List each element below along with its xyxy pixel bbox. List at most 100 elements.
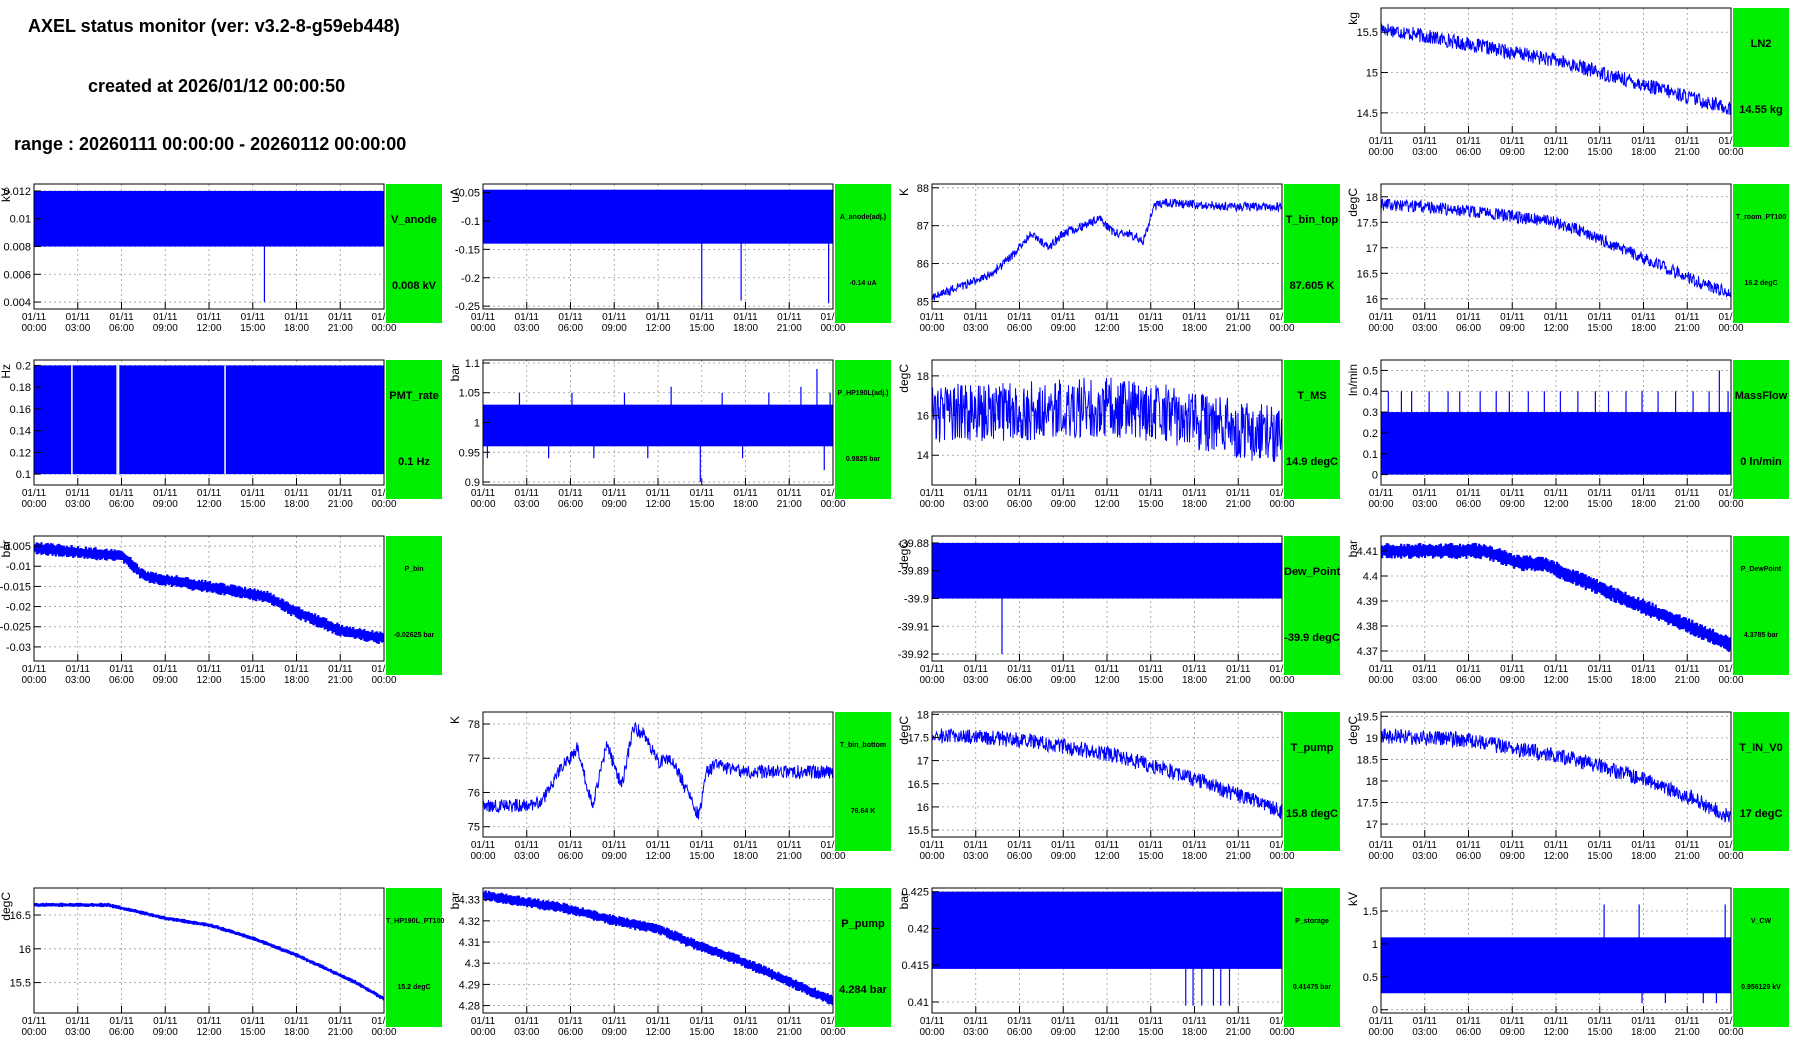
- y-tick-label: 1: [474, 418, 480, 430]
- x-tick-time: 12:00: [1543, 147, 1568, 158]
- x-tick-time: 00:00: [1368, 323, 1393, 334]
- y-tick-label: 15.5: [10, 978, 31, 990]
- data-line: [1381, 198, 1731, 299]
- chart-svg: 141618degC01/1100:0001/1103:0001/1106:00…: [898, 359, 1295, 510]
- x-tick-date: 01/12: [1718, 312, 1743, 323]
- y-tick-label: 85: [917, 296, 929, 308]
- x-tick-time: 15:00: [1587, 675, 1612, 686]
- x-tick-date: 01/11: [602, 488, 627, 499]
- chart-svg: 0.0040.0060.0080.010.012kV01/1100:0001/1…: [0, 183, 397, 334]
- y-tick-label: -0.2: [461, 273, 480, 285]
- x-tick-date: 01/11: [1095, 664, 1120, 675]
- y-axis-label: ln/min: [1347, 364, 1360, 396]
- x-tick-time: 00:00: [1269, 499, 1294, 510]
- badge-name: T_HP190L_PT100: [386, 918, 445, 925]
- data-line: [1381, 23, 1731, 115]
- x-tick-date: 01/11: [558, 312, 583, 323]
- x-tick-date: 01/11: [920, 840, 945, 851]
- x-tick-date: 01/11: [1413, 664, 1438, 675]
- x-tick-time: 03:00: [65, 675, 90, 686]
- badge-value: 0.956129 kV: [1741, 984, 1781, 991]
- y-tick-label: 1.5: [1363, 906, 1378, 918]
- x-tick-date: 01/11: [1456, 840, 1481, 851]
- x-tick-time: 15:00: [1587, 147, 1612, 158]
- data-line: [932, 377, 1282, 462]
- y-tick-label: -0.025: [0, 622, 31, 634]
- x-tick-time: 15:00: [689, 1027, 714, 1038]
- x-tick-time: 06:00: [1456, 675, 1481, 686]
- series-t_bin_top: [932, 198, 1282, 301]
- y-tick-label: -0.02: [6, 602, 31, 614]
- x-tick-date: 01/11: [920, 488, 945, 499]
- data-band: [932, 542, 1282, 599]
- x-tick-time: 00:00: [919, 675, 944, 686]
- x-tick-date: 01/11: [241, 1016, 266, 1027]
- x-tick-time: 00:00: [1718, 675, 1743, 686]
- created-timestamp: created at 2026/01/12 00:00:50: [88, 76, 346, 96]
- x-tick-date: 01/11: [690, 488, 715, 499]
- x-tick-time: 00:00: [1368, 851, 1393, 862]
- x-tick-time: 18:00: [1631, 147, 1656, 158]
- x-tick-date: 01/12: [1718, 840, 1743, 851]
- x-tick-time: 00:00: [1269, 323, 1294, 334]
- x-tick-date: 01/11: [1588, 1016, 1613, 1027]
- x-tick-time: 21:00: [1226, 323, 1251, 334]
- x-tick-time: 03:00: [514, 323, 539, 334]
- x-tick-time: 00:00: [1269, 675, 1294, 686]
- x-tick-date: 01/12: [1269, 312, 1294, 323]
- x-tick-time: 15:00: [1138, 851, 1163, 862]
- series-t_in_v0: [1381, 728, 1731, 823]
- x-tick-time: 18:00: [1182, 499, 1207, 510]
- y-tick-label: 0.9: [465, 477, 480, 489]
- x-tick-time: 06:00: [1456, 499, 1481, 510]
- y-tick-label: 4.33: [459, 895, 480, 907]
- badge-name: T_IN_V0: [1739, 742, 1783, 754]
- badge-name: T_bin_top: [1285, 214, 1339, 226]
- x-tick-time: 12:00: [645, 323, 670, 334]
- x-tick-time: 09:00: [1500, 675, 1525, 686]
- x-tick-date: 01/11: [1675, 840, 1700, 851]
- x-tick-date: 01/11: [153, 312, 178, 323]
- chart-panel-t-hp190l-pt100: 15.5 16 16.5 degC 01/11 00:00 01/11 03:00 01/11 0…: [0, 880, 448, 1056]
- series-p_dewpoint: [1381, 542, 1731, 652]
- x-tick-date: 01/11: [515, 312, 540, 323]
- x-tick-date: 01/11: [1051, 664, 1076, 675]
- x-tick-date: 01/11: [1500, 1016, 1525, 1027]
- y-tick-label: -0.05: [455, 188, 480, 200]
- data-band: [483, 189, 833, 244]
- status-badge: T_bin_bottom 76.64 K: [835, 712, 891, 851]
- x-tick-time: 00:00: [470, 1027, 495, 1038]
- y-tick-label: -0.03: [6, 642, 31, 654]
- x-tick-date: 01/11: [1051, 840, 1076, 851]
- y-tick-label: 0.4: [1363, 386, 1378, 398]
- chart-panel-t-in-v0: 17 17.5 18 18.5 19 19.5 degC 01/11 00:00 01/11 03:…: [1347, 704, 1795, 880]
- x-tick-date: 01/11: [1139, 488, 1164, 499]
- status-badge: P_storage 0.41475 bar: [1284, 888, 1340, 1027]
- x-tick-time: 15:00: [1587, 1027, 1612, 1038]
- x-tick-time: 00:00: [1368, 1027, 1393, 1038]
- x-tick-date: 01/11: [241, 312, 266, 323]
- chart-panel-a-anode: -0.25 -0.2 -0.15 -0.1 -0.05 uA 01/11 00:00 01/11…: [449, 176, 897, 352]
- x-tick-time: 06:00: [558, 851, 583, 862]
- x-tick-date: 01/11: [1500, 136, 1525, 147]
- y-tick-label: 4.38: [1357, 621, 1378, 633]
- series-a_anode: [483, 189, 833, 304]
- x-tick-time: 18:00: [284, 323, 309, 334]
- x-tick-time: 00:00: [820, 851, 845, 862]
- y-tick-label: 0.12: [10, 447, 31, 459]
- x-tick-date: 01/11: [197, 664, 222, 675]
- series-v_anode: [34, 190, 384, 303]
- chart-panel-v-anode: 0.004 0.006 0.008 0.01 0.012 kV 01/11 00:00 01/1…: [0, 176, 448, 352]
- chart-svg: 0.90.9511.051.1bar01/1100:0001/1103:0001…: [449, 358, 846, 510]
- chart-svg: 0.10.120.140.160.180.2Hz01/1100:0001/110…: [0, 359, 397, 510]
- y-tick-label: 4.41: [1357, 546, 1378, 558]
- x-tick-date: 01/12: [1718, 1016, 1743, 1027]
- x-tick-date: 01/11: [1500, 488, 1525, 499]
- y-tick-label: 76: [468, 787, 480, 799]
- x-tick-date: 01/11: [733, 1016, 758, 1027]
- x-tick-date: 01/11: [1675, 664, 1700, 675]
- x-tick-date: 01/12: [1269, 840, 1294, 851]
- status-badge: T_MS 14.9 degC: [1284, 360, 1340, 499]
- chart-svg: 75767778K01/1100:0001/1103:0001/1106:000…: [449, 711, 846, 862]
